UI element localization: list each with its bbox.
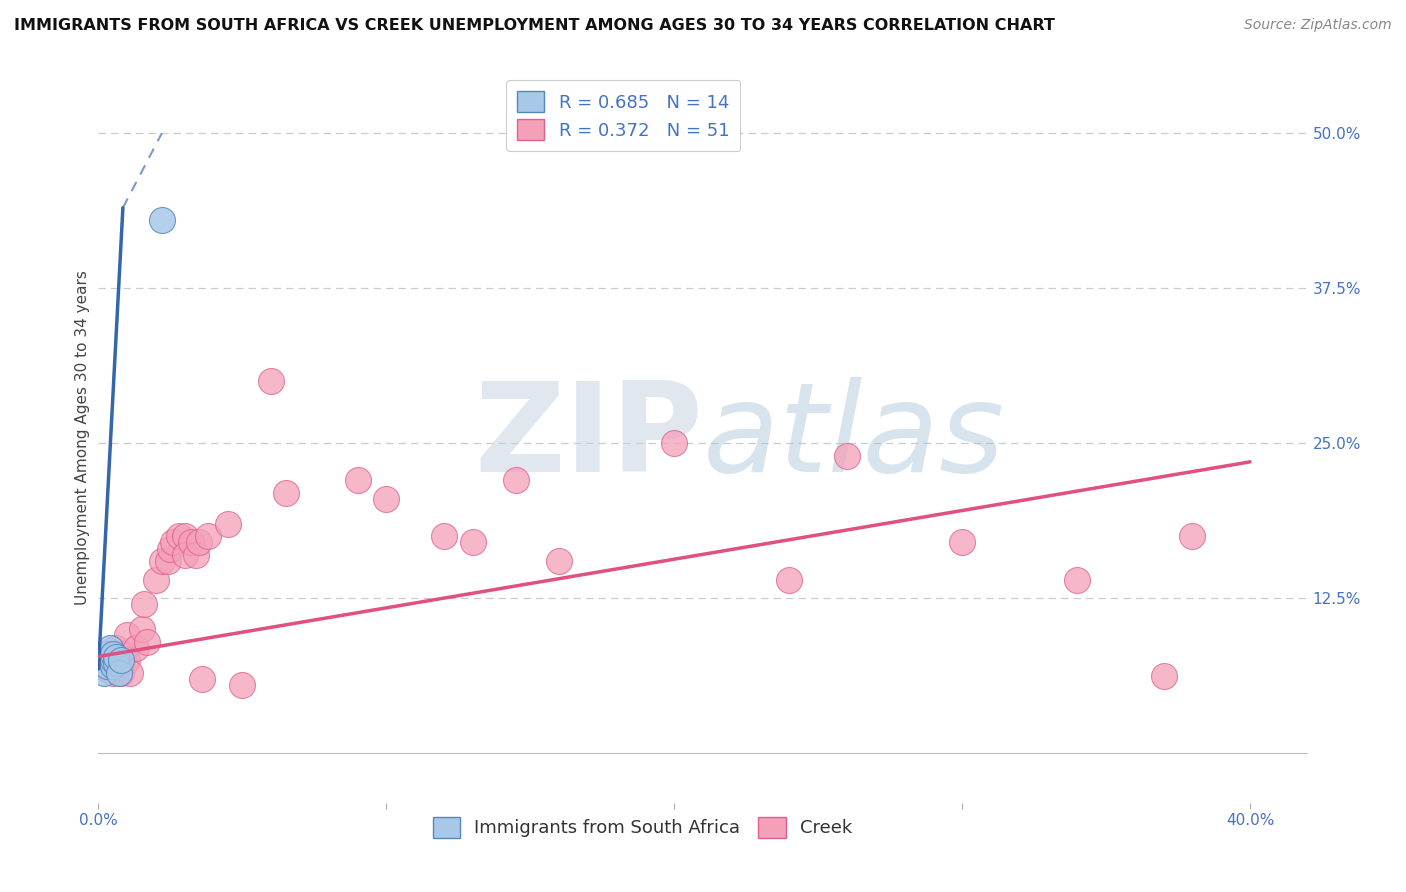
Point	[217, 516, 239, 531]
Point	[101, 653, 124, 667]
Point	[120, 665, 142, 680]
Point	[112, 647, 135, 661]
Point	[150, 213, 173, 227]
Point	[274, 486, 297, 500]
Point	[375, 491, 398, 506]
Point	[778, 573, 800, 587]
Point	[110, 665, 132, 680]
Point	[548, 554, 571, 568]
Point	[110, 657, 132, 671]
Point	[90, 653, 112, 667]
Point	[505, 474, 527, 488]
Point	[180, 535, 202, 549]
Point	[162, 535, 184, 549]
Point	[93, 665, 115, 680]
Point	[150, 554, 173, 568]
Point	[1153, 669, 1175, 683]
Point	[104, 656, 127, 670]
Point	[950, 535, 973, 549]
Point	[191, 672, 214, 686]
Point	[98, 640, 121, 655]
Text: ZIP: ZIP	[474, 376, 703, 498]
Point	[346, 474, 368, 488]
Point	[231, 678, 253, 692]
Point	[98, 653, 121, 667]
Point	[104, 662, 127, 676]
Point	[107, 665, 129, 680]
Point	[125, 640, 148, 655]
Point	[110, 653, 132, 667]
Point	[188, 535, 211, 549]
Text: Source: ZipAtlas.com: Source: ZipAtlas.com	[1244, 18, 1392, 32]
Point	[107, 653, 129, 667]
Point	[93, 659, 115, 673]
Point	[1181, 529, 1204, 543]
Point	[136, 634, 159, 648]
Point	[101, 665, 124, 680]
Point	[134, 598, 156, 612]
Point	[173, 529, 195, 543]
Point	[156, 554, 179, 568]
Point	[173, 548, 195, 562]
Point	[664, 436, 686, 450]
Point	[115, 653, 138, 667]
Point	[96, 653, 118, 667]
Point	[98, 659, 121, 673]
Point	[131, 622, 153, 636]
Point	[101, 653, 124, 667]
Point	[104, 649, 127, 664]
Point	[101, 659, 124, 673]
Text: IMMIGRANTS FROM SOUTH AFRICA VS CREEK UNEMPLOYMENT AMONG AGES 30 TO 34 YEARS COR: IMMIGRANTS FROM SOUTH AFRICA VS CREEK UN…	[14, 18, 1054, 33]
Point	[96, 659, 118, 673]
Point	[107, 647, 129, 661]
Point	[96, 662, 118, 676]
Point	[1066, 573, 1088, 587]
Point	[159, 541, 181, 556]
Point	[167, 529, 190, 543]
Point	[197, 529, 219, 543]
Y-axis label: Unemployment Among Ages 30 to 34 years: Unemployment Among Ages 30 to 34 years	[75, 269, 90, 605]
Point	[260, 374, 283, 388]
Point	[90, 647, 112, 661]
Point	[145, 573, 167, 587]
Legend: Immigrants from South Africa, Creek: Immigrants from South Africa, Creek	[426, 810, 859, 845]
Point	[96, 647, 118, 661]
Point	[433, 529, 456, 543]
Point	[461, 535, 484, 549]
Text: atlas: atlas	[703, 376, 1005, 498]
Point	[835, 449, 858, 463]
Point	[186, 548, 208, 562]
Point	[101, 647, 124, 661]
Point	[104, 640, 127, 655]
Point	[115, 628, 138, 642]
